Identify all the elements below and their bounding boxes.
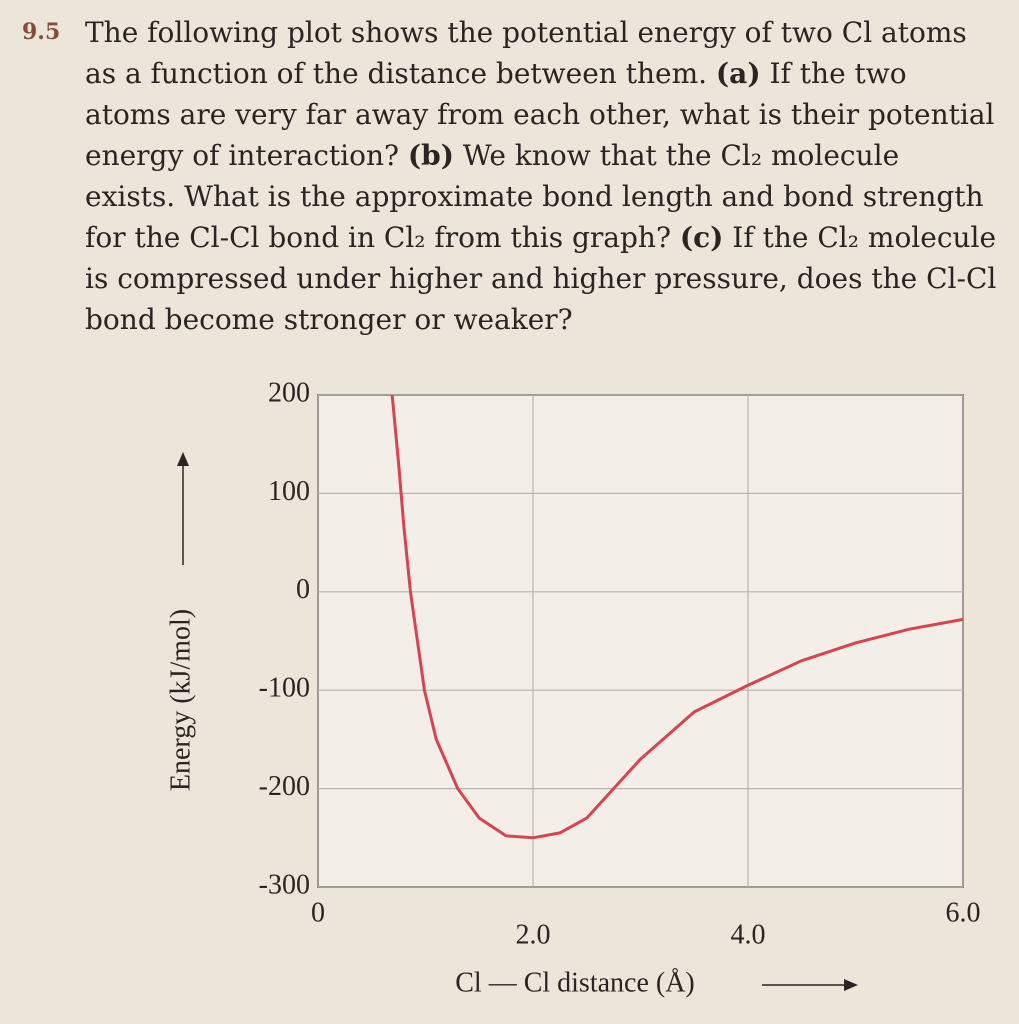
- curve: [390, 394, 964, 840]
- problem-segment: We know that the Cl₂ molecule exists. Wh…: [85, 139, 984, 254]
- problem-text: The following plot shows the potential e…: [85, 12, 997, 340]
- part-label: (b): [407, 139, 454, 172]
- problem-segment: If the Cl₂ molecule is compressed under …: [85, 221, 997, 336]
- x-tick-label: 6.0: [946, 897, 981, 928]
- x-tick-label: 0: [311, 897, 325, 928]
- y-tick-label: 200: [268, 377, 310, 408]
- y-tick-label: -200: [259, 771, 310, 802]
- y-axis-label: Energy (kJ/mol): [165, 609, 196, 791]
- y-tick-label: -300: [259, 869, 310, 900]
- y-tick-label: 100: [268, 476, 310, 507]
- x-tick-label: 4.0: [731, 919, 766, 950]
- x-axis-label: Cl — Cl distance (Å): [455, 967, 695, 998]
- part-label: (c): [679, 221, 724, 254]
- problem: 9.5 The following plot shows the potenti…: [22, 12, 997, 340]
- problem-segment: If the two atoms are very far away from …: [85, 57, 995, 172]
- x-arrow-head: [844, 979, 858, 991]
- problem-segment: The following plot shows the potential e…: [85, 16, 967, 90]
- y-tick-label: -100: [259, 673, 310, 704]
- y-arrow-head: [177, 452, 189, 466]
- problem-number: 9.5: [22, 19, 61, 45]
- part-label: (a): [715, 57, 761, 90]
- y-tick-label: 0: [296, 574, 310, 605]
- x-tick-label: 2.0: [516, 919, 551, 950]
